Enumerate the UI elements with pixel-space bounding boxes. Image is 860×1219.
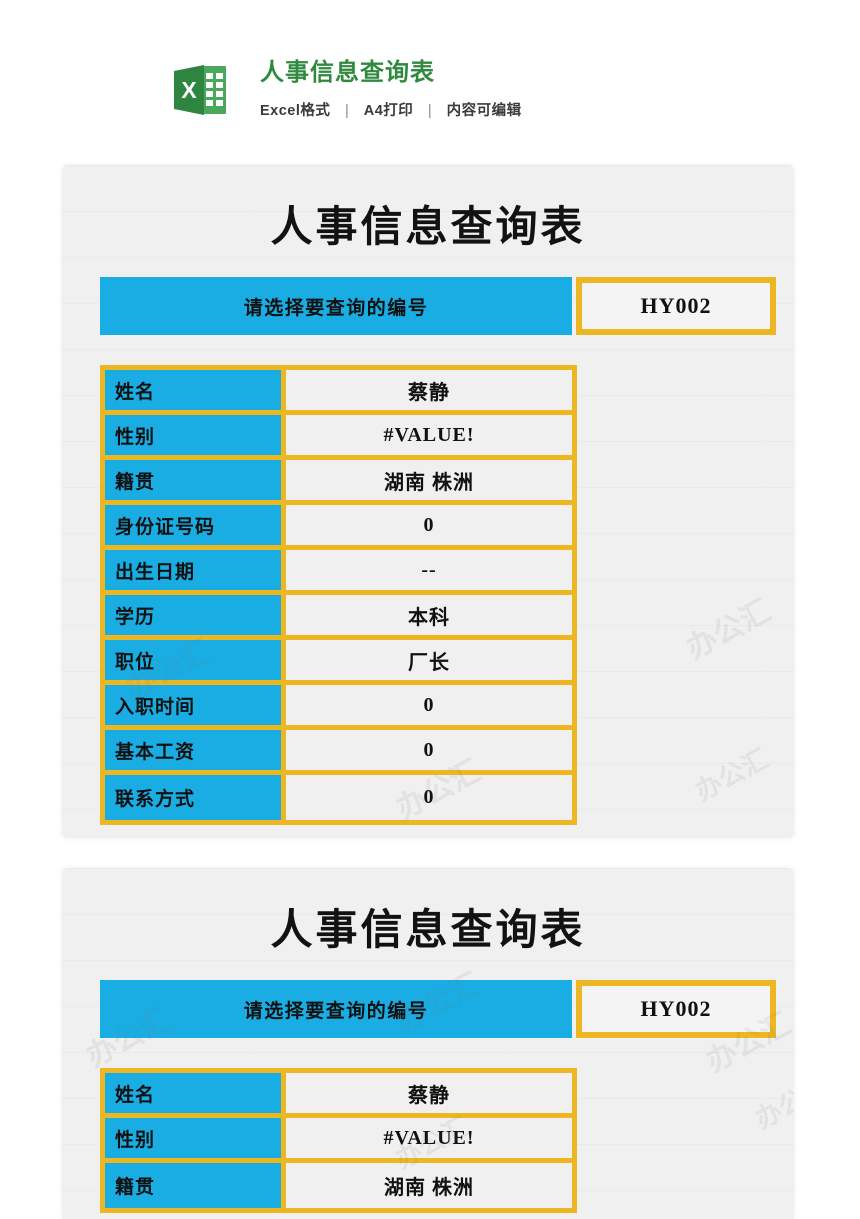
table-row: 职位 厂长 <box>105 640 572 685</box>
preview-panel-2: 人事信息查询表 请选择要查询的编号 HY002 姓名 蔡静 性别 #VALUE!… <box>62 868 794 1219</box>
table-row: 基本工资 0 <box>105 730 572 775</box>
sheet-title-2: 人事信息查询表 <box>270 908 586 954</box>
preview-panel-1: 人事信息查询表 请选择要查询的编号 HY002 姓名 蔡静 性别 #VALUE!… <box>62 165 794 838</box>
page-header: X 人事信息查询表 Excel格式 | A4打印 | 内容可编辑 <box>0 0 860 140</box>
row-value[interactable]: 湖南 株洲 <box>286 460 572 500</box>
row-value[interactable]: 0 <box>286 505 572 545</box>
query-row-1: 请选择要查询的编号 HY002 <box>62 277 794 335</box>
row-label: 基本工资 <box>105 730 286 770</box>
table-row: 性别 #VALUE! <box>105 1118 572 1163</box>
header-text-block: 人事信息查询表 Excel格式 | A4打印 | 内容可编辑 <box>260 56 522 120</box>
row-label: 联系方式 <box>105 775 286 820</box>
row-value[interactable]: 蔡静 <box>286 1073 572 1113</box>
row-value[interactable]: 蔡静 <box>286 370 572 410</box>
row-value[interactable]: -- <box>286 550 572 590</box>
row-value[interactable]: 厂长 <box>286 640 572 680</box>
row-value[interactable]: 本科 <box>286 595 572 635</box>
sheet-title-1: 人事信息查询表 <box>270 205 586 251</box>
row-value[interactable]: #VALUE! <box>286 1118 572 1158</box>
excel-file-icon: X <box>172 62 228 118</box>
row-value[interactable]: 0 <box>286 775 572 820</box>
query-value-1[interactable]: HY002 <box>576 277 776 335</box>
row-value[interactable]: 湖南 株洲 <box>286 1163 572 1208</box>
table-row: 性别 #VALUE! <box>105 415 572 460</box>
table-row: 籍贯 湖南 株洲 <box>105 460 572 505</box>
meta-editable: 内容可编辑 <box>446 103 522 119</box>
meta-separator-2: | <box>427 103 433 119</box>
row-label: 身份证号码 <box>105 505 286 545</box>
row-label: 籍贯 <box>105 460 286 500</box>
table-row: 出生日期 -- <box>105 550 572 595</box>
table-row: 学历 本科 <box>105 595 572 640</box>
table-row: 身份证号码 0 <box>105 505 572 550</box>
table-row: 籍贯 湖南 株洲 <box>105 1163 572 1208</box>
row-label: 籍贯 <box>105 1163 286 1208</box>
info-table-2: 姓名 蔡静 性别 #VALUE! 籍贯 湖南 株洲 <box>100 1068 577 1213</box>
row-value[interactable]: #VALUE! <box>286 415 572 455</box>
row-label: 职位 <box>105 640 286 680</box>
row-label: 性别 <box>105 1118 286 1158</box>
query-row-2: 请选择要查询的编号 HY002 <box>62 980 794 1038</box>
watermark: 办公汇 <box>681 594 777 666</box>
info-table-1: 姓名 蔡静 性别 #VALUE! 籍贯 湖南 株洲 身份证号码 0 出生日期 -… <box>100 365 577 825</box>
meta-print: A4打印 <box>363 103 414 119</box>
watermark: 办公汇 <box>750 1072 794 1135</box>
row-value[interactable]: 0 <box>286 730 572 770</box>
table-row: 入职时间 0 <box>105 685 572 730</box>
row-label: 性别 <box>105 415 286 455</box>
query-label-2: 请选择要查询的编号 <box>100 980 572 1038</box>
row-label: 学历 <box>105 595 286 635</box>
row-label: 姓名 <box>105 1073 286 1113</box>
table-row: 姓名 蔡静 <box>105 370 572 415</box>
row-value[interactable]: 0 <box>286 685 572 725</box>
query-value-2[interactable]: HY002 <box>576 980 776 1038</box>
row-label: 出生日期 <box>105 550 286 590</box>
row-label: 入职时间 <box>105 685 286 725</box>
row-label: 姓名 <box>105 370 286 410</box>
svg-text:X: X <box>181 77 197 103</box>
query-label-1: 请选择要查询的编号 <box>100 277 572 335</box>
table-row: 联系方式 0 <box>105 775 572 820</box>
page-title: 人事信息查询表 <box>260 59 435 86</box>
meta-format: Excel格式 <box>260 103 331 119</box>
table-row: 姓名 蔡静 <box>105 1073 572 1118</box>
watermark: 办公汇 <box>690 744 774 807</box>
meta-separator-1: | <box>344 103 350 119</box>
header-meta: Excel格式 | A4打印 | 内容可编辑 <box>260 99 522 120</box>
